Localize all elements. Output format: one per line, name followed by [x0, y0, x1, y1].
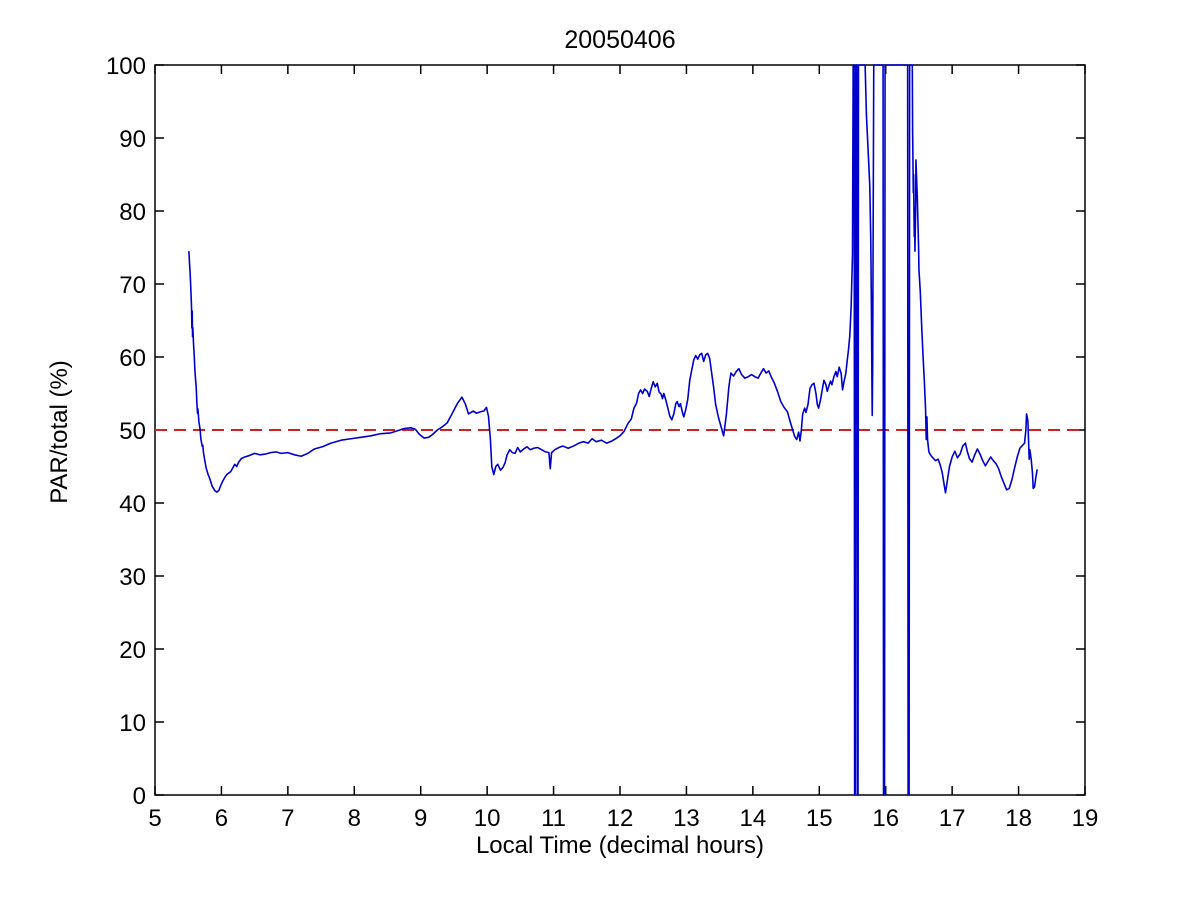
- y-tick-label: 20: [119, 637, 146, 664]
- x-tick-label: 10: [474, 805, 501, 832]
- y-tick-label: 40: [119, 491, 146, 518]
- x-tick-label: 16: [872, 805, 899, 832]
- x-tick-label: 9: [414, 805, 427, 832]
- x-tick-label: 15: [806, 805, 833, 832]
- x-tick-label: 17: [939, 805, 966, 832]
- chart-title: 20050406: [564, 26, 676, 54]
- x-tick-label: 7: [281, 805, 294, 832]
- x-tick-label: 18: [1005, 805, 1032, 832]
- x-tick-label: 5: [148, 805, 161, 832]
- y-tick-label: 0: [133, 783, 146, 810]
- y-tick-label: 30: [119, 564, 146, 591]
- y-axis-label: PAR/total (%): [46, 360, 73, 504]
- y-tick-label: 60: [119, 345, 146, 372]
- x-axis-label: Local Time (decimal hours): [475, 832, 765, 859]
- series-PAR-to-total-ratio: [188, 64, 1038, 796]
- y-tick-label: 10: [119, 710, 146, 737]
- x-tick-label: 8: [348, 805, 361, 832]
- x-tick-label: 13: [673, 805, 700, 832]
- y-tick-label: 70: [119, 272, 146, 299]
- y-tick-label: 100: [106, 53, 146, 80]
- x-tick-label: 19: [1072, 805, 1099, 832]
- y-tick-label: 80: [119, 199, 146, 226]
- x-tick-label: 6: [215, 805, 228, 832]
- y-tick-label: 50: [119, 418, 146, 445]
- x-tick-label: 11: [541, 805, 566, 832]
- x-tick-label: 12: [607, 805, 634, 832]
- y-tick-label: 90: [119, 126, 146, 153]
- x-tick-label: 14: [740, 805, 767, 832]
